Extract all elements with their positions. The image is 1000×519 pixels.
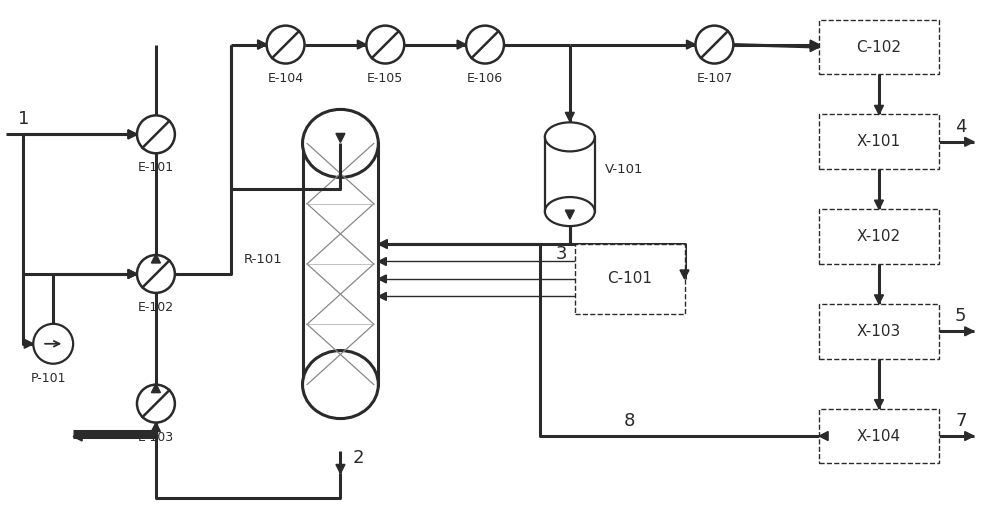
Text: 3: 3: [579, 248, 591, 266]
Bar: [303, 143, 378, 385]
Text: E-107: E-107: [696, 72, 733, 85]
Polygon shape: [258, 40, 267, 49]
Text: 4: 4: [955, 118, 967, 136]
Text: 5: 5: [955, 307, 967, 325]
Polygon shape: [565, 210, 574, 219]
Polygon shape: [965, 431, 974, 441]
Polygon shape: [965, 327, 974, 336]
Circle shape: [267, 25, 305, 63]
Bar: [819, 408, 939, 463]
Circle shape: [137, 385, 175, 422]
Text: 3: 3: [556, 245, 568, 263]
Circle shape: [137, 255, 175, 293]
Polygon shape: [457, 40, 466, 49]
Text: E-104: E-104: [268, 72, 304, 85]
Polygon shape: [874, 105, 883, 114]
Bar: [819, 20, 939, 75]
Polygon shape: [378, 292, 386, 301]
Polygon shape: [357, 40, 366, 49]
Circle shape: [366, 25, 404, 63]
Polygon shape: [24, 339, 33, 348]
Text: X-103: X-103: [857, 324, 901, 339]
Polygon shape: [336, 465, 345, 473]
Bar: [545, 137, 595, 212]
Circle shape: [33, 324, 73, 364]
Text: R-101: R-101: [243, 253, 282, 266]
Text: 8: 8: [624, 412, 635, 430]
Text: V-101: V-101: [605, 163, 643, 176]
Polygon shape: [73, 432, 82, 441]
Text: E-105: E-105: [367, 72, 403, 85]
Ellipse shape: [303, 110, 378, 177]
Polygon shape: [686, 40, 695, 49]
Polygon shape: [680, 270, 689, 279]
Bar: [819, 209, 939, 264]
Text: 7: 7: [955, 412, 967, 430]
Polygon shape: [874, 295, 883, 304]
Text: E-103: E-103: [138, 431, 174, 444]
Circle shape: [137, 115, 175, 153]
Text: E-106: E-106: [467, 72, 503, 85]
Polygon shape: [810, 43, 819, 51]
Ellipse shape: [545, 122, 595, 152]
Text: X-102: X-102: [857, 229, 901, 244]
Polygon shape: [965, 138, 974, 146]
Bar: [819, 304, 939, 359]
Text: 1: 1: [18, 111, 29, 128]
Polygon shape: [128, 130, 137, 139]
Text: E-101: E-101: [138, 161, 174, 174]
Polygon shape: [819, 431, 828, 441]
Text: E-102: E-102: [138, 301, 174, 314]
Polygon shape: [874, 400, 883, 408]
Polygon shape: [378, 240, 387, 249]
Polygon shape: [565, 113, 574, 121]
Polygon shape: [810, 40, 819, 49]
Polygon shape: [128, 269, 137, 279]
Text: X-104: X-104: [857, 429, 901, 444]
Polygon shape: [874, 200, 883, 209]
Text: P-101: P-101: [30, 372, 66, 385]
Circle shape: [695, 25, 733, 63]
Polygon shape: [258, 40, 267, 49]
Ellipse shape: [303, 350, 378, 418]
Bar: [575, 244, 685, 314]
Polygon shape: [336, 133, 345, 142]
Bar: [819, 114, 939, 169]
Text: X-101: X-101: [857, 134, 901, 149]
Polygon shape: [151, 254, 160, 263]
Polygon shape: [151, 422, 160, 431]
Text: C-101: C-101: [607, 271, 652, 286]
Circle shape: [466, 25, 504, 63]
Polygon shape: [378, 257, 386, 266]
Polygon shape: [128, 269, 137, 279]
Polygon shape: [151, 384, 160, 393]
Ellipse shape: [545, 197, 595, 226]
Text: C-102: C-102: [856, 39, 901, 54]
Text: 2: 2: [352, 449, 364, 468]
Polygon shape: [128, 130, 137, 139]
Polygon shape: [378, 275, 386, 283]
